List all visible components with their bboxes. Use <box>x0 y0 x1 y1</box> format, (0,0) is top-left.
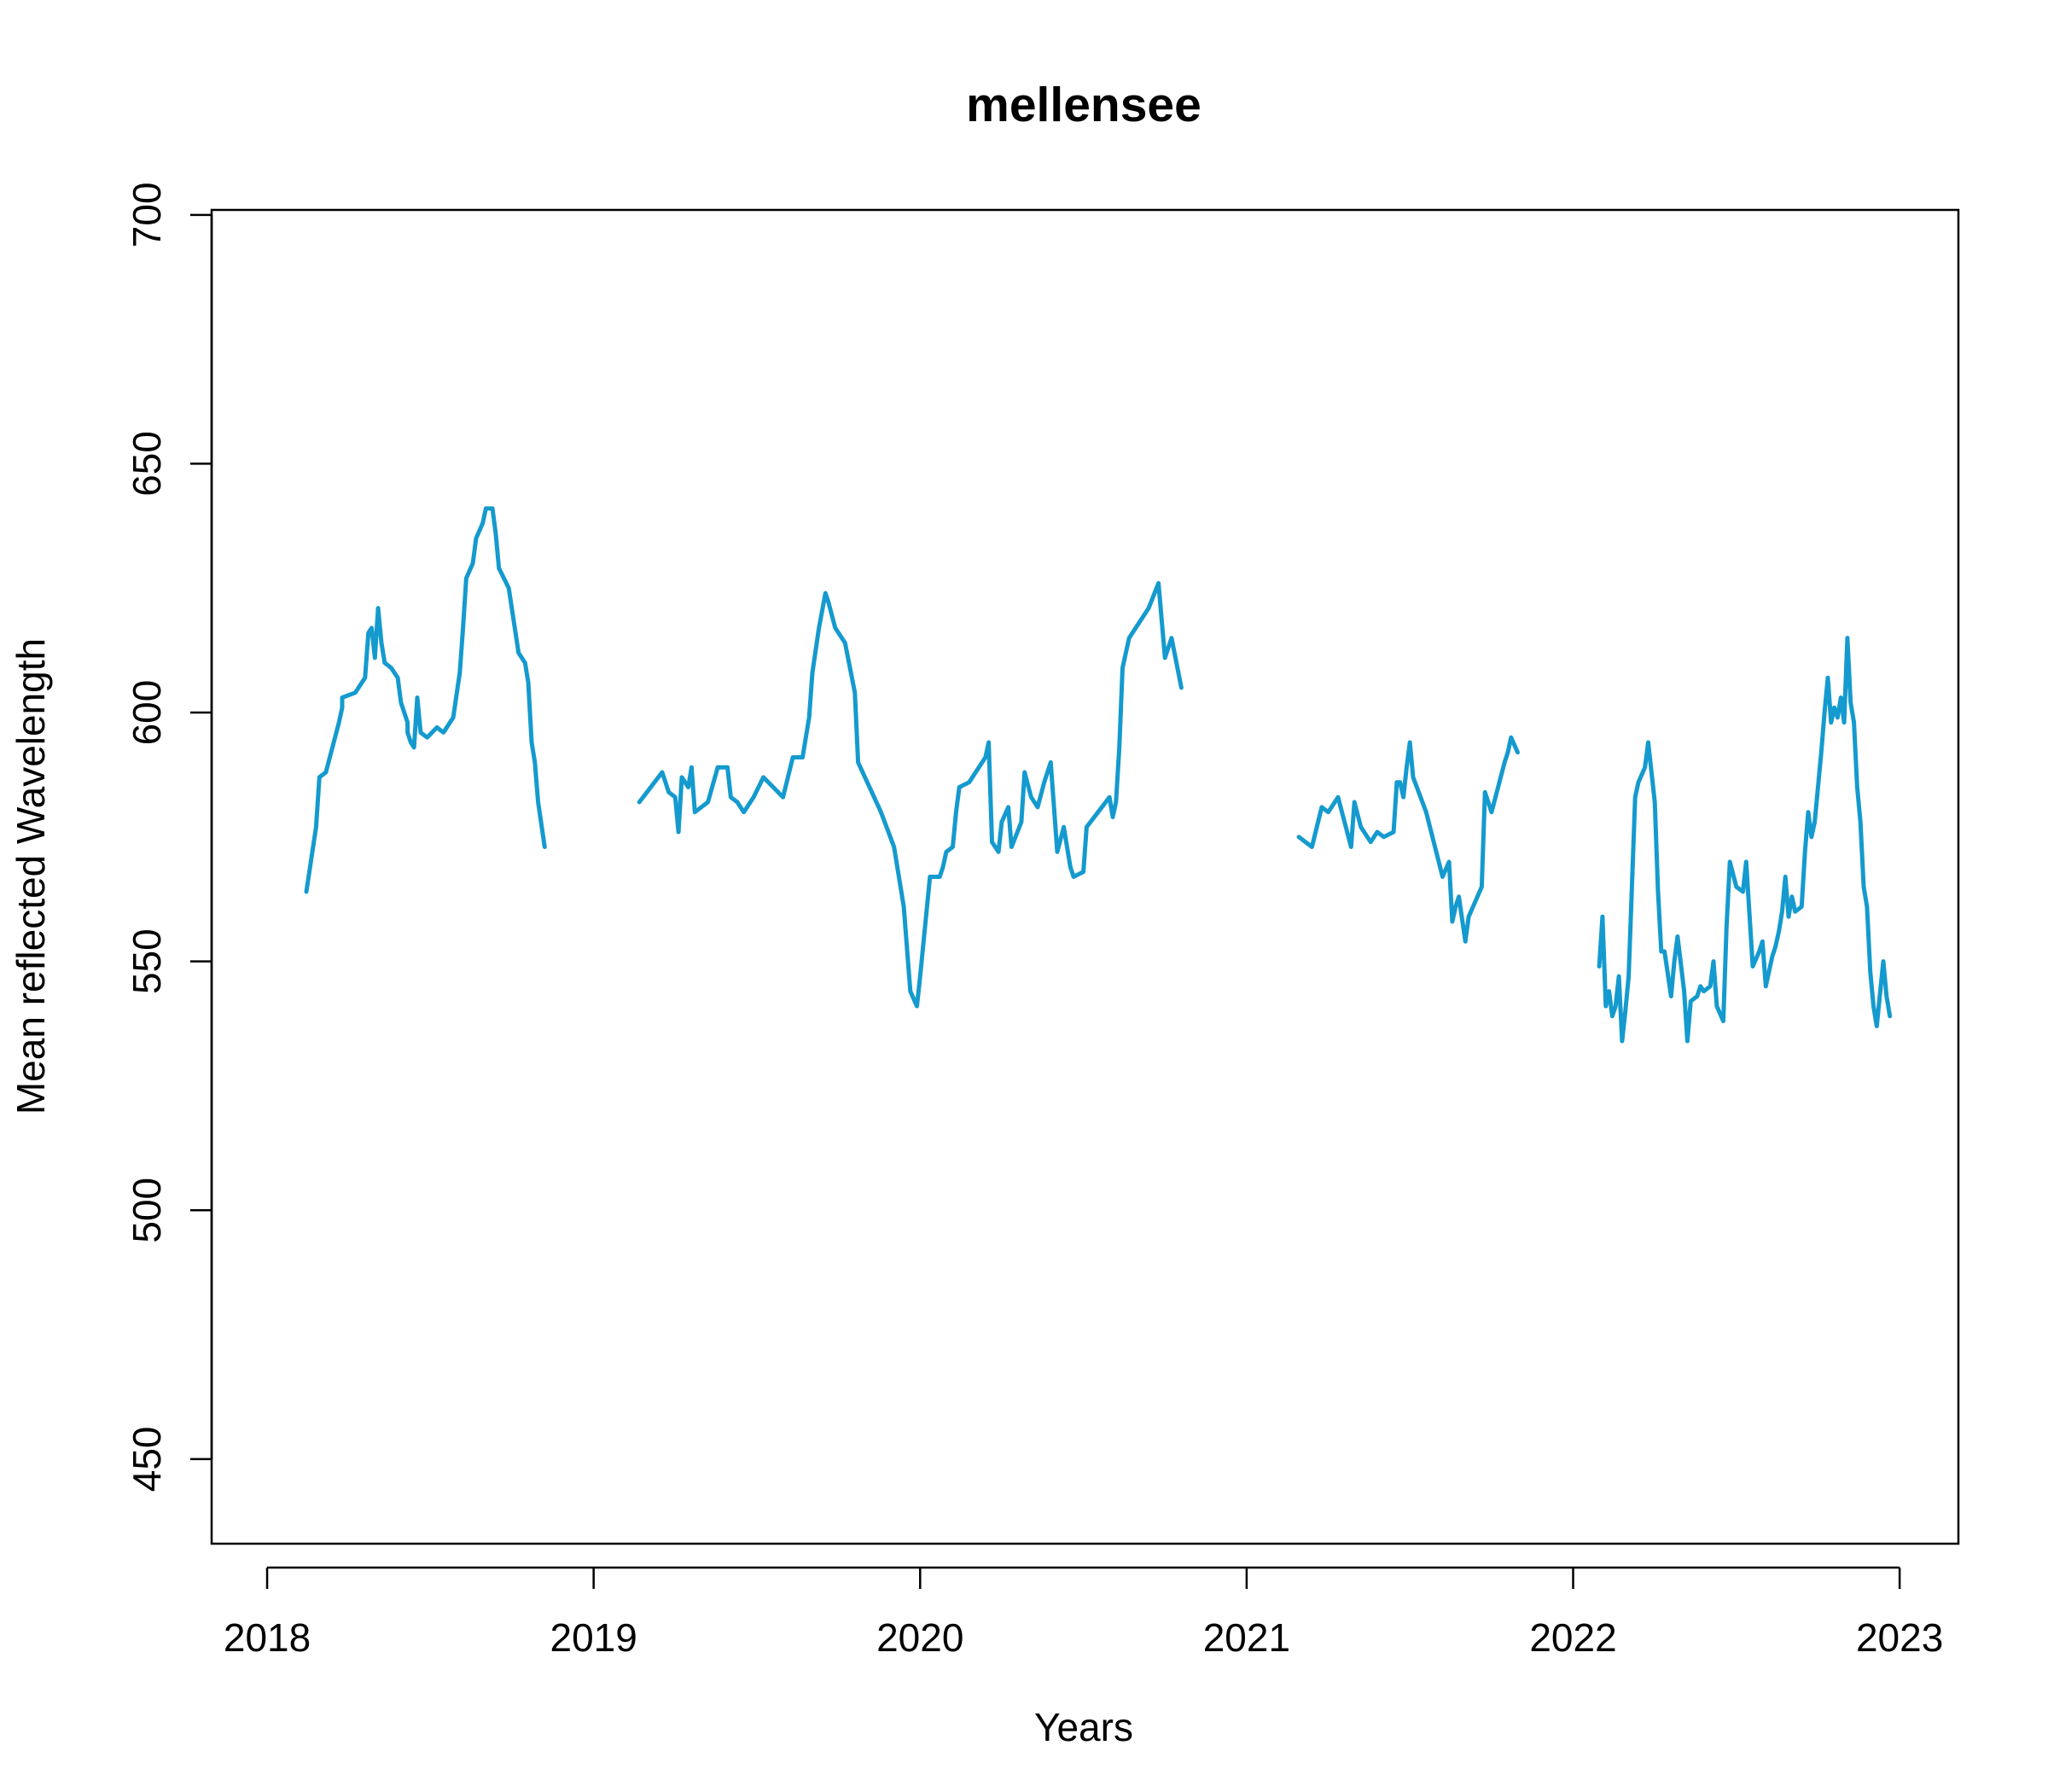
series-layer <box>304 506 1893 1044</box>
x-tick-label: 2022 <box>1529 1615 1616 1660</box>
x-tick-label: 2020 <box>876 1615 963 1660</box>
x-tick-label: 2023 <box>1856 1615 1943 1660</box>
y-tick-label: 700 <box>125 182 169 247</box>
series-line-segment <box>1597 636 1893 1044</box>
y-tick-label: 600 <box>125 680 169 746</box>
x-axis: 2018 2019 2020 2021 2022 2023 <box>224 1566 1943 1660</box>
x-tick-label: 2019 <box>550 1615 637 1660</box>
x-tick-label: 2018 <box>224 1615 311 1660</box>
x-axis-title: Years <box>1034 1705 1133 1749</box>
x-tick-label: 2021 <box>1203 1615 1290 1660</box>
y-axis: 450 500 550 600 650 700 <box>125 182 213 1492</box>
y-tick-label: 550 <box>125 928 169 994</box>
chart-title: mellensee <box>966 78 1201 132</box>
y-tick-label: 500 <box>125 1178 169 1243</box>
series-line-segment <box>1296 735 1520 944</box>
series-2 <box>1296 636 1893 1044</box>
y-axis-title: Mean reflected Wavelength <box>9 638 53 1114</box>
y-tick-label: 650 <box>125 431 169 497</box>
series-1 <box>304 506 1184 1009</box>
series-line-segment <box>304 506 547 894</box>
plot-frame <box>210 208 1960 1545</box>
y-tick-label: 450 <box>125 1426 169 1492</box>
series-line-segment <box>637 580 1184 1009</box>
